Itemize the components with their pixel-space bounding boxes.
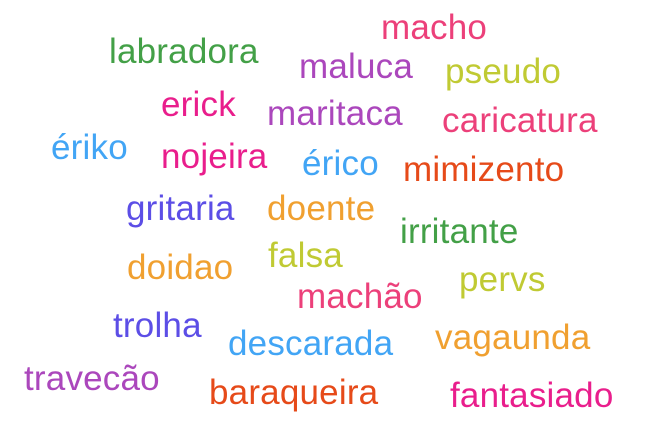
word-pervs: pervs [459,260,546,299]
word-fantasiado: fantasiado [450,376,614,415]
word-macho: macho [381,8,488,47]
word-descarada: descarada [228,324,394,363]
word-gritaria: gritaria [126,189,235,228]
word-erick: erick [161,85,236,124]
word-nojeira: nojeira [161,137,268,176]
word-travecao: travecão [24,359,160,398]
word-mimizento: mimizento [403,150,565,189]
word-maluca: maluca [299,47,414,86]
word-vagaunda: vagaunda [435,318,591,357]
word-irritante: irritante [400,212,519,251]
word-maritaca: maritaca [267,94,403,133]
word-falsa: falsa [268,236,343,275]
word-trolha: trolha [113,306,202,345]
word-pseudo: pseudo [445,52,562,91]
word-erico: érico [302,144,379,183]
word-eriko: ériko [51,128,128,167]
word-baraqueira: baraqueira [209,373,379,412]
word-doente: doente [267,189,376,228]
word-doidao: doidao [127,248,234,287]
word-machao: machão [297,277,423,316]
word-labradora: labradora [109,32,259,71]
word-caricatura: caricatura [442,101,598,140]
